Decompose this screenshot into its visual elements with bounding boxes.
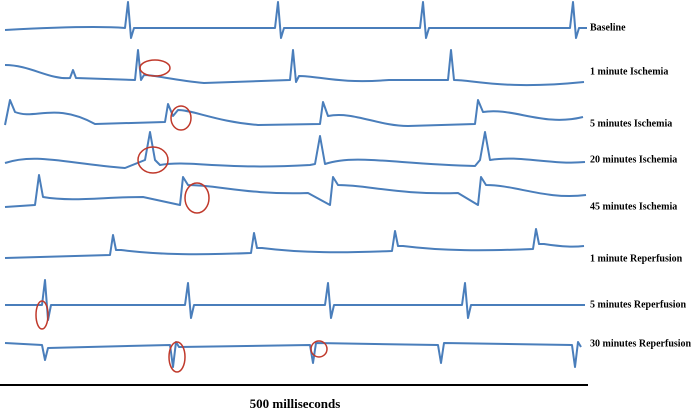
trace-label: 45 minutes Ischemia xyxy=(590,201,677,212)
ecg-trace xyxy=(4,341,582,368)
trace-label: 1 minute Reperfusion xyxy=(590,253,683,264)
ecg-trace xyxy=(4,49,585,87)
highlight-circle xyxy=(168,341,186,373)
ecg-trace xyxy=(5,279,585,321)
scale-bar-label: 500 milliseconds xyxy=(250,396,341,410)
highlight-circle xyxy=(137,146,169,174)
ecg-trace xyxy=(4,1,587,39)
highlight-circle xyxy=(184,182,210,214)
trace-label: 20 minutes Ischemia xyxy=(590,154,677,165)
trace-label: 1 minute Ischemia xyxy=(590,66,668,77)
highlight-circle xyxy=(170,105,192,131)
ecg-trace xyxy=(4,131,586,169)
trace-label: 30 minutes Reperfusion xyxy=(590,338,692,349)
trace-label: 5 minutes Ischemia xyxy=(590,118,672,129)
highlights xyxy=(35,59,328,373)
trace-labels: Baseline 1 minute Ischemia 5 minutes Isc… xyxy=(590,22,692,349)
ecg-trace xyxy=(4,228,585,259)
ecg-trace xyxy=(4,99,584,127)
trace-label: Baseline xyxy=(590,22,626,33)
waveforms xyxy=(4,1,587,368)
ecg-trace xyxy=(4,174,587,208)
highlight-circle xyxy=(139,59,171,77)
highlight-circle xyxy=(35,300,49,330)
trace-label: 5 minutes Reperfusion xyxy=(590,299,687,310)
highlight-circle xyxy=(310,340,328,358)
